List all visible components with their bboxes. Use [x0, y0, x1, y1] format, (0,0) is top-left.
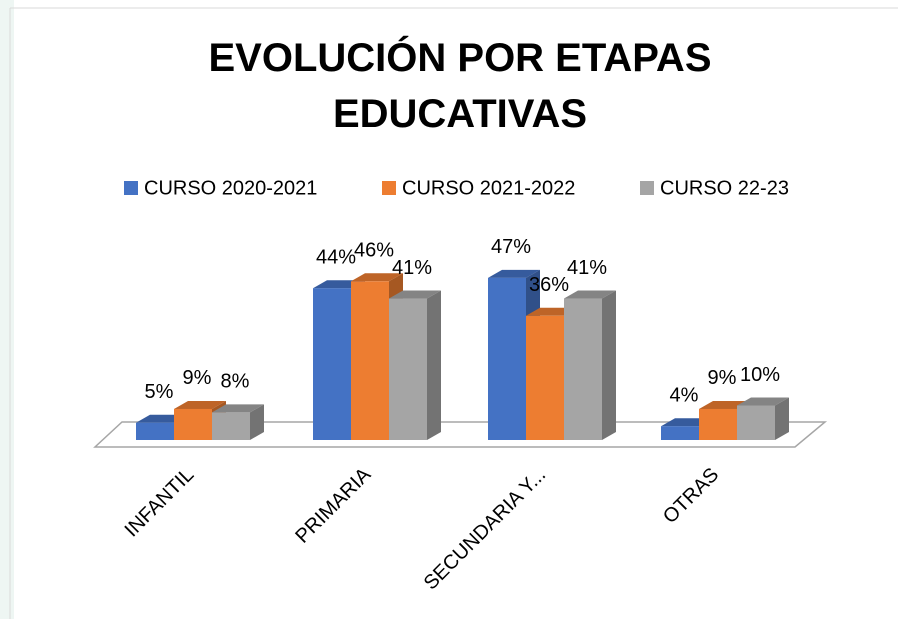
data-label: 44%: [316, 246, 356, 268]
legend-label: CURSO 22-23: [660, 177, 789, 199]
data-label: 4%: [670, 384, 699, 406]
data-label: 41%: [392, 257, 432, 279]
chart-title: EVOLUCIÓN POR ETAPAS EDUCATIVAS: [208, 36, 712, 136]
x-tick-label: PRIMARIA: [291, 463, 375, 547]
bar-side: [602, 290, 616, 440]
x-tick-label: INFANTIL: [121, 464, 199, 542]
bar-top: [488, 269, 540, 278]
bar: [526, 315, 564, 440]
data-label: 8%: [221, 371, 250, 393]
bar: [699, 408, 737, 440]
data-label: 36%: [529, 274, 569, 296]
bar-top: [737, 397, 789, 406]
x-tick-label: SECUNDARIA Y...: [420, 464, 551, 595]
data-label: 46%: [354, 240, 394, 262]
legend-label: CURSO 2020-2021: [144, 177, 317, 199]
bar-side: [427, 290, 441, 440]
bar: [136, 422, 174, 440]
data-label: 47%: [491, 236, 531, 258]
bar: [488, 277, 526, 440]
bar: [661, 426, 699, 440]
bar-top: [564, 290, 616, 299]
data-label: 9%: [708, 367, 737, 389]
side-tint: [0, 0, 14, 619]
legend-label: CURSO 2021-2022: [402, 177, 575, 199]
data-label: 5%: [145, 381, 174, 403]
bar-top: [351, 273, 403, 282]
bar: [174, 408, 212, 440]
bar: [351, 281, 389, 440]
bar-top: [212, 404, 264, 413]
bar-top: [174, 400, 226, 409]
bar: [212, 412, 250, 440]
bar-top: [389, 290, 441, 299]
bar-side: [775, 397, 789, 440]
data-label: 10%: [740, 364, 780, 386]
legend-swatch: [640, 181, 654, 195]
bar-side: [250, 404, 264, 440]
bar: [313, 288, 351, 440]
bar: [564, 298, 602, 440]
floor: [93, 421, 828, 448]
data-label: 9%: [183, 367, 212, 389]
data-label: 41%: [567, 257, 607, 279]
legend-swatch: [382, 181, 396, 195]
x-tick-label: OTRAS: [659, 464, 723, 528]
bar: [389, 298, 427, 440]
bar: [737, 405, 775, 440]
legend-swatch: [124, 181, 138, 195]
